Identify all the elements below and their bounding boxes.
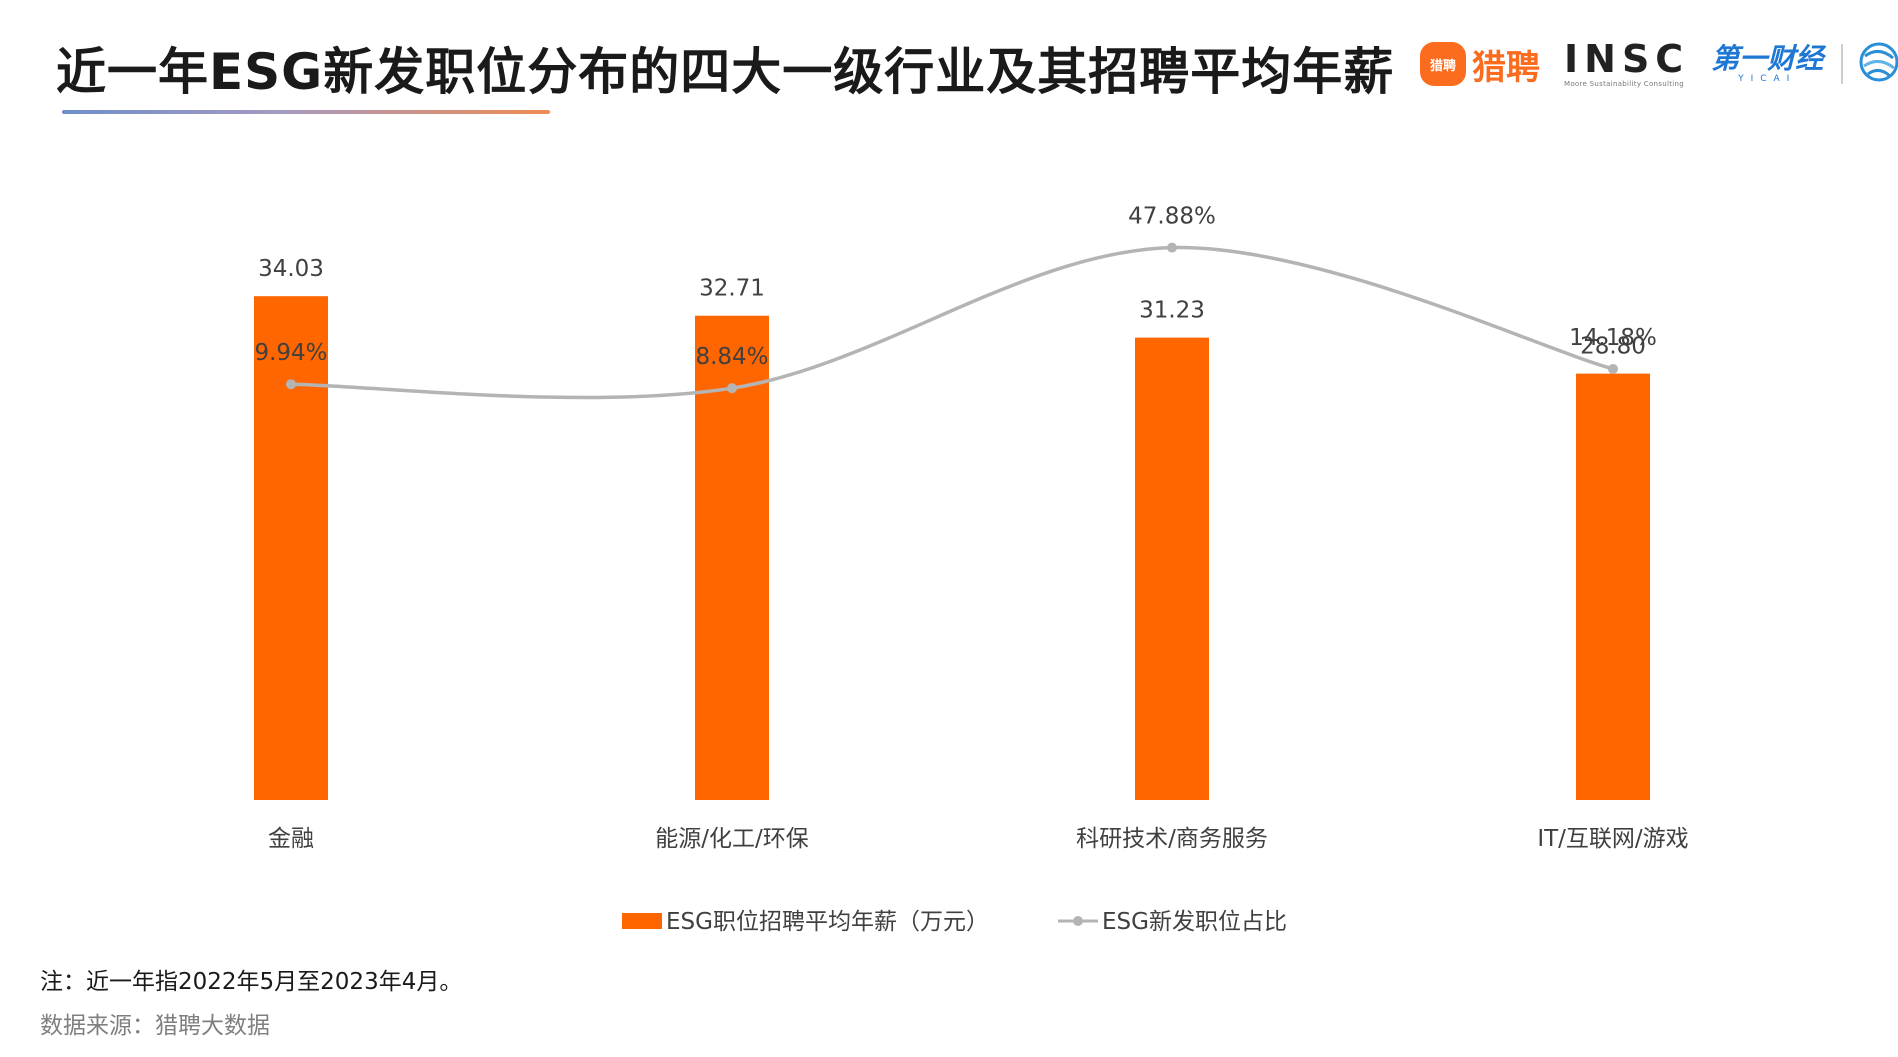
yicai-logo-text: 第一财经 bbox=[1711, 42, 1824, 75]
line-point-2 bbox=[1167, 242, 1177, 253]
liepin-logo: 猎聘 猎聘 bbox=[1420, 40, 1540, 89]
logo-bar: 猎聘 猎聘 INSC Moore Sustainability Consulti… bbox=[1420, 36, 1898, 92]
legend-line-label: ESG新发职位占比 bbox=[1102, 909, 1287, 935]
yicai-logo-subtitle: YICAI bbox=[1738, 74, 1797, 84]
bar-3 bbox=[1576, 373, 1650, 800]
line-point-3 bbox=[1608, 363, 1618, 374]
points-layer bbox=[286, 242, 1618, 394]
legend-bar-label: ESG职位招聘平均年薪（万元） bbox=[666, 909, 989, 935]
line-series-ESG新发职位占比 bbox=[290, 245, 1614, 400]
line-label-1: 8.84% bbox=[695, 344, 768, 370]
line-point-0 bbox=[286, 379, 296, 390]
data-source: 数据来源：猎聘大数据 bbox=[40, 1013, 270, 1039]
globe-swirl-icon bbox=[1859, 40, 1898, 88]
title-underline bbox=[62, 110, 550, 114]
liepin-logo-text: 猎聘 bbox=[1472, 47, 1540, 88]
logo-divider bbox=[1841, 44, 1844, 84]
bar-label-1: 32.71 bbox=[699, 276, 765, 302]
insc-logo-subtitle: Moore Sustainability Consulting bbox=[1564, 80, 1684, 88]
yicai-logo: 第一财经 YICAI bbox=[1711, 42, 1824, 85]
bar-0 bbox=[254, 296, 328, 800]
liepin-badge-icon: 猎聘 bbox=[1420, 42, 1466, 86]
bar-1 bbox=[695, 315, 769, 800]
line-label-2: 47.88% bbox=[1128, 204, 1216, 230]
bar-label-0: 34.03 bbox=[258, 256, 324, 282]
insc-logo: INSC Moore Sustainability Consulting bbox=[1564, 40, 1689, 88]
legend-line-marker bbox=[1073, 916, 1083, 926]
category-label-1: 能源/化工/环保 bbox=[655, 826, 809, 852]
line-label-0: 9.94% bbox=[254, 340, 327, 366]
labels-layer: 34.03 32.71 31.23 28.80 金融 能源/化工/环保 科研技术/商务服务 I… bbox=[254, 204, 1688, 852]
legend-bar-swatch bbox=[622, 913, 662, 929]
footnote: 注：近一年指2022年5月至2023年4月。 bbox=[40, 969, 463, 995]
category-label-3: IT/互联网/游戏 bbox=[1537, 826, 1688, 852]
bars-layer bbox=[254, 296, 1650, 800]
bar-label-2: 31.23 bbox=[1139, 298, 1205, 324]
bar-2 bbox=[1135, 337, 1209, 800]
line-point-1 bbox=[727, 383, 737, 394]
bar-label-3: 28.80 bbox=[1580, 334, 1646, 360]
chart-legend: ESG职位招聘平均年薪（万元） ESG新发职位占比 bbox=[622, 909, 1287, 935]
page-title: 近一年ESG新发职位分布的四大一级行业及其招聘平均年薪 bbox=[56, 43, 1395, 101]
line-label-3: 14.18% bbox=[1569, 325, 1657, 351]
category-label-2: 科研技术/商务服务 bbox=[1076, 826, 1268, 852]
category-label-0: 金融 bbox=[268, 826, 314, 852]
insc-logo-text: INSC bbox=[1564, 37, 1690, 81]
